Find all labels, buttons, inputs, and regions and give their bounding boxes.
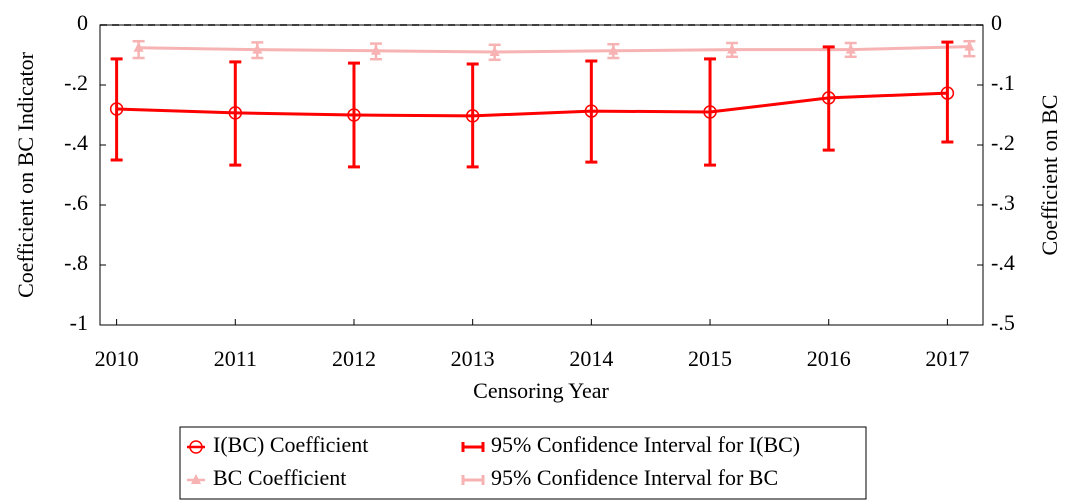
y-tick-label: -.8 <box>64 250 88 275</box>
y-tick-label: 0 <box>77 10 88 35</box>
legend-label: I(BC) Coefficient <box>213 432 368 457</box>
y2-tick-label: 0 <box>991 10 1002 35</box>
x-tick-label: 2014 <box>569 346 613 371</box>
x-tick-label: 2010 <box>95 346 139 371</box>
marker <box>370 44 381 55</box>
y-tick-label: -.2 <box>64 70 88 95</box>
y-tick-label: -.6 <box>64 190 88 215</box>
legend-marker <box>191 474 201 484</box>
marker <box>964 40 975 51</box>
marker <box>727 43 738 54</box>
series-line <box>116 91 948 118</box>
marker <box>940 86 955 100</box>
legend-label: BC Coefficient <box>213 465 346 490</box>
x-tick-label: 2015 <box>688 346 732 371</box>
marker <box>845 43 856 54</box>
x-tick-label: 2012 <box>332 346 376 371</box>
y2-tick-label: -.5 <box>991 310 1015 335</box>
legend-box <box>179 426 867 500</box>
x-tick-label: 2011 <box>214 346 257 371</box>
marker <box>584 104 599 118</box>
x-tick-label: 2017 <box>925 346 969 371</box>
marker <box>608 44 619 55</box>
marker <box>252 43 263 54</box>
y2-tick-label: -.2 <box>991 130 1015 155</box>
marker <box>109 102 124 116</box>
series-line <box>138 45 970 54</box>
marker <box>821 91 836 105</box>
y2-axis-title: Coefficient on BC <box>1037 95 1062 256</box>
legend-label: 95% Confidence Interval for I(BC) <box>491 432 800 457</box>
y-axis-title: Coefficient on BC Indicator <box>13 51 38 297</box>
marker <box>703 105 717 119</box>
plot-frame <box>99 24 984 326</box>
marker <box>347 108 361 122</box>
legend-label: 95% Confidence Interval for BC <box>491 465 778 490</box>
y2-tick-label: -.3 <box>991 190 1015 215</box>
marker <box>228 106 243 120</box>
x-tick-label: 2016 <box>807 346 851 371</box>
marker <box>489 46 500 56</box>
x-tick-label: 2013 <box>451 346 495 371</box>
marker <box>465 109 480 123</box>
marker <box>133 41 144 52</box>
y-tick-label: -.4 <box>64 130 88 155</box>
y2-tick-label: -.4 <box>991 250 1015 275</box>
y-tick-label: -1 <box>70 310 88 335</box>
y2-tick-label: -.1 <box>991 70 1015 95</box>
x-axis-title: Censoring Year <box>473 378 609 403</box>
legend-marker <box>189 440 203 454</box>
